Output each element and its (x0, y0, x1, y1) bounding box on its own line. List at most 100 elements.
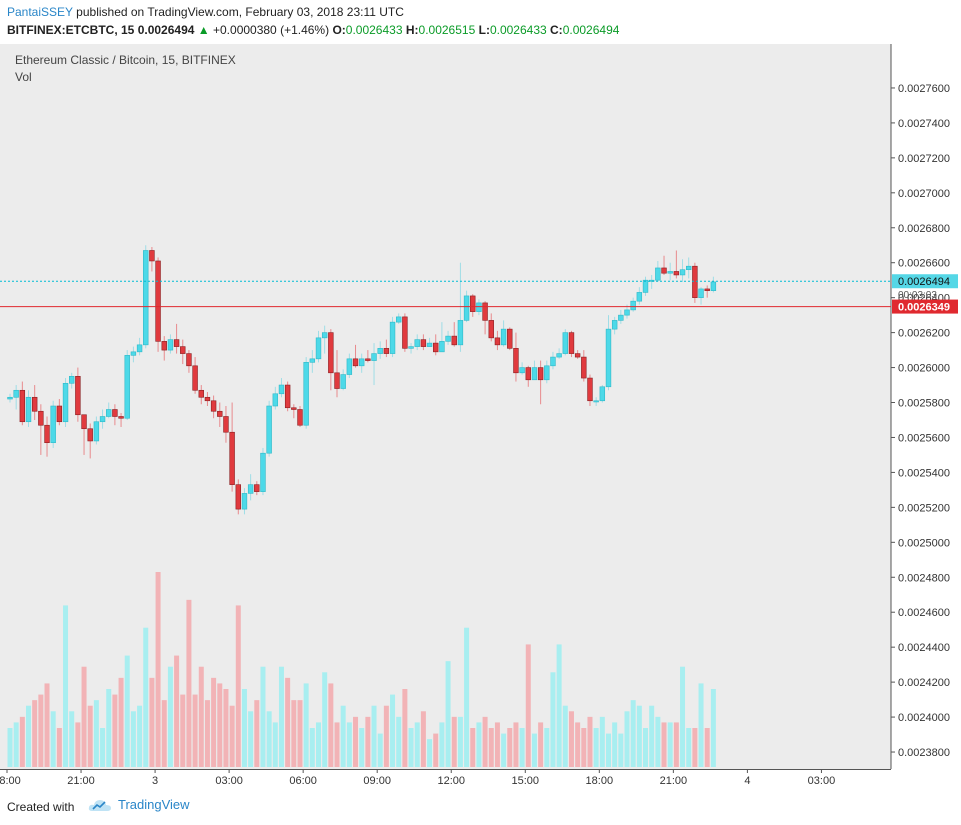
y-tick-label: 0.0023800 (898, 747, 950, 759)
candle-body (618, 314, 624, 321)
volume-bar (414, 722, 420, 767)
x-tick-label: 21:00 (67, 775, 95, 787)
candle-body (198, 389, 204, 398)
volume-bar (211, 677, 217, 767)
candle-body (568, 332, 575, 354)
candle-body (186, 353, 192, 367)
y-tick-label: 0.0025800 (898, 398, 950, 410)
volume-bar (229, 705, 235, 767)
volume-bar (260, 666, 266, 767)
volume-bar (81, 666, 87, 767)
volume-bar (316, 722, 321, 767)
volume-bar (531, 733, 537, 767)
y-tick-label: 0.0027400 (898, 118, 950, 130)
candle-body (143, 250, 149, 346)
candle-body (482, 302, 488, 321)
y-tick-label: 0.0024000 (898, 712, 950, 724)
volume-bar (69, 711, 75, 767)
candle-body (692, 265, 698, 298)
price-axis[interactable] (891, 44, 961, 769)
volume-bar (106, 689, 112, 767)
volume-bar (451, 716, 457, 767)
x-tick-label: 21:00 (660, 775, 688, 787)
candle-body (365, 358, 371, 361)
chart-header: PantaiSSEY published on TradingView.com,… (0, 0, 961, 44)
candle-body (611, 320, 618, 330)
volume-bar (402, 689, 408, 767)
volume-bar (538, 722, 544, 767)
volume-bar (56, 728, 62, 767)
close-label: C: (550, 23, 563, 37)
y-tick-label: 0.0024200 (898, 677, 950, 689)
volume-bar (371, 705, 377, 767)
candle-body (106, 409, 112, 417)
volume-bar (346, 722, 352, 767)
candle-body (278, 384, 285, 395)
x-tick-label: 03:00 (808, 775, 836, 787)
created-with-label: Created with (7, 800, 75, 814)
volume-bar (137, 705, 143, 767)
tradingview-cloud-icon (88, 799, 111, 811)
y-tick-label: 0.0025400 (898, 467, 950, 479)
candle-body (574, 353, 581, 358)
open-value: 0.0026433 (345, 23, 403, 37)
volume-bar (649, 705, 655, 767)
volume-bar (624, 711, 630, 767)
volume-bar (130, 711, 136, 767)
candle-body (507, 328, 513, 349)
quote-line: BITFINEX:ETCBTC, 15 0.0026494 ▲ +0.00003… (7, 23, 619, 37)
volume-bar (50, 711, 56, 767)
candle-body (149, 250, 155, 262)
candle-body (630, 300, 636, 311)
volume-bar (291, 700, 297, 767)
author-link[interactable]: PantaiSSEY (7, 5, 73, 19)
candle-body (352, 358, 359, 367)
candle-body (544, 365, 550, 381)
footer: Created with TradingView (0, 793, 961, 825)
tradingview-link[interactable]: TradingView (88, 797, 190, 812)
volume-bar (161, 700, 167, 767)
chart-legend-title[interactable]: Ethereum Classic / Bitcoin, 15, BITFINEX (15, 53, 236, 67)
y-tick-label: 0.0024400 (898, 642, 950, 654)
volume-series (7, 572, 716, 767)
time-axis[interactable] (0, 769, 891, 793)
volume-bar (482, 716, 488, 767)
volume-bar (519, 728, 525, 767)
candle-body (192, 365, 198, 391)
y-axis-ticks: 0.0027600 0.0027400 0.0027200 0.0027000 0.00… (891, 83, 958, 759)
candle-body (130, 351, 137, 356)
volume-bar (618, 733, 624, 767)
volume-bar (680, 666, 686, 767)
y-tick-label: 0.0025200 (898, 502, 950, 514)
change-value: +0.0000380 (+1.46%) (213, 23, 330, 37)
up-arrow-icon: ▲ (197, 23, 210, 37)
volume-bar (75, 722, 81, 767)
volume-bar (340, 705, 346, 767)
volume-bar (692, 728, 698, 767)
symbol-label[interactable]: BITFINEX:ETCBTC, 15 (7, 23, 135, 37)
plot-area[interactable] (0, 44, 891, 769)
x-tick-label: 12:00 (437, 775, 465, 787)
candle-body (321, 332, 328, 339)
candle-body (402, 316, 408, 349)
x-tick-label: 03:00 (215, 775, 243, 787)
volume-bar (285, 677, 291, 767)
candle-body (266, 405, 272, 454)
volume-bar (605, 733, 611, 767)
publish-line: PantaiSSEY published on TradingView.com,… (7, 5, 404, 19)
volume-bar (359, 728, 365, 767)
volume-bar (167, 666, 173, 767)
tradingview-brand: TradingView (118, 797, 190, 812)
candle-body (383, 348, 390, 354)
price-chart[interactable]: 0.0027600 0.0027400 0.0027200 0.0027000 0.00… (0, 44, 961, 793)
volume-bar (124, 655, 130, 767)
candle-body (161, 341, 167, 351)
horizontal-line-label: 0.0026349 (898, 302, 950, 314)
volume-bar (241, 689, 247, 767)
open-label: O: (332, 23, 346, 37)
volume-bar (513, 722, 519, 767)
volume-legend[interactable]: Vol (15, 70, 32, 84)
y-tick-label: 0.0025600 (898, 432, 950, 444)
close-value: 0.0026494 (562, 23, 620, 37)
volume-bar (217, 683, 223, 767)
